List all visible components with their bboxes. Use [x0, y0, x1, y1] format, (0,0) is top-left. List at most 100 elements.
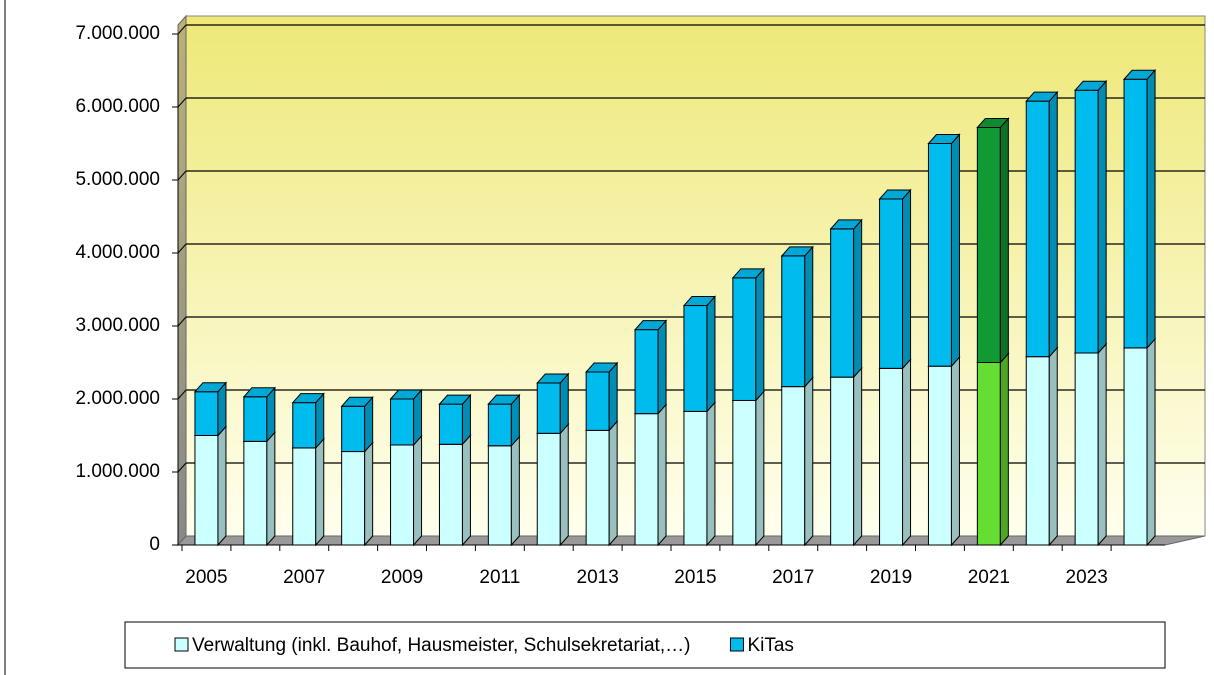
legend-label: Verwaltung (inkl. Bauhof, Hausmeister, S…: [192, 635, 690, 656]
bar-segment: [1074, 342, 1108, 547]
bar-front: [683, 305, 708, 412]
bar-side: [315, 437, 325, 547]
bar-segment: [536, 422, 570, 547]
bar-front: [1074, 89, 1099, 354]
bar-side: [999, 352, 1009, 547]
bar-segment: [291, 392, 325, 450]
bar-front: [390, 398, 415, 446]
bar-side: [657, 319, 667, 415]
bar-side: [853, 366, 863, 547]
bar-side: [902, 188, 912, 370]
bar-segment: [829, 218, 863, 379]
bar-front: [585, 371, 610, 431]
bar-side: [706, 295, 716, 413]
bar-side: [217, 425, 227, 547]
bar-side: [1146, 68, 1156, 350]
x-tick-label: 2005: [185, 567, 227, 588]
x-tick-label: 2011: [479, 567, 520, 588]
bar-front: [1025, 100, 1050, 358]
bar-top: [291, 393, 325, 404]
bar-front: [1074, 352, 1099, 546]
bar-segment: [487, 435, 521, 547]
y-tick-label: 3.000.000: [75, 315, 160, 336]
bar-side: [461, 433, 471, 547]
bar-front: [830, 228, 855, 378]
bar-segment: [1025, 90, 1059, 358]
bar-front: [781, 255, 806, 388]
bar-segment: [340, 395, 374, 453]
bar-segment: [585, 361, 619, 432]
bar-front: [1025, 356, 1050, 546]
bar-front: [879, 367, 904, 546]
bar-front: [976, 126, 1001, 363]
bar-side: [364, 441, 374, 547]
grid-line-side: [177, 316, 187, 327]
bar-side: [950, 355, 960, 547]
bar-segment: [242, 431, 276, 547]
bar-front: [243, 396, 268, 442]
bar-side: [559, 422, 569, 547]
bar-front: [487, 445, 512, 546]
grid-line-side: [177, 170, 187, 181]
bar-front: [683, 410, 708, 546]
bar-segment: [780, 376, 814, 547]
bar-segment: [878, 188, 912, 370]
bar-segment: [731, 267, 765, 402]
bar-front: [976, 362, 1001, 546]
y-tick-label: 7.000.000: [75, 23, 160, 44]
x-tick-label: 2017: [772, 567, 814, 588]
bar-side: [804, 245, 814, 388]
bar-front: [781, 386, 806, 546]
x-tick-label: 2009: [381, 567, 423, 588]
bar-side: [999, 117, 1009, 364]
bar-segment: [976, 352, 1010, 547]
bar-side: [853, 218, 863, 379]
bar-front: [1123, 78, 1148, 349]
grid-line-side: [177, 389, 187, 400]
bar-front: [830, 376, 855, 546]
bar-top: [389, 389, 423, 400]
bar-top: [438, 394, 472, 405]
bar-top: [731, 268, 765, 279]
bar-segment: [1025, 346, 1059, 547]
bar-front: [536, 382, 561, 434]
bar-top: [878, 189, 912, 200]
bar-side: [608, 420, 618, 547]
bar-segment: [536, 372, 570, 435]
bar-segment: [438, 393, 472, 446]
bar-front: [341, 405, 366, 453]
bar-segment: [585, 420, 619, 547]
bar-front: [341, 451, 366, 546]
bar-side: [755, 267, 765, 402]
bar-segment: [682, 401, 717, 547]
grid-line-side: [177, 24, 187, 35]
bar-top: [1025, 91, 1059, 102]
bar-top: [340, 396, 374, 407]
bar-side: [608, 361, 618, 432]
bar-segment: [976, 117, 1010, 364]
bar-front: [438, 403, 463, 445]
bar-segment: [193, 425, 228, 547]
bar-top: [1122, 69, 1157, 80]
bar-top: [780, 246, 814, 257]
bar-segment: [1074, 79, 1108, 355]
legend: [124, 621, 1166, 669]
bar-front: [194, 435, 219, 546]
bar-side: [804, 376, 814, 547]
bar-side: [755, 390, 765, 547]
bar-side: [510, 435, 520, 547]
bar-side: [657, 403, 667, 547]
bar-front: [927, 365, 952, 546]
bar-side: [1048, 90, 1058, 358]
y-tick-label: 6.000.000: [75, 96, 160, 117]
bar-top: [536, 373, 570, 384]
bar-segment: [927, 355, 961, 547]
y-tick-label: 5.000.000: [75, 169, 160, 190]
bar-top: [585, 362, 619, 373]
bar-side: [950, 133, 960, 368]
bar-top: [487, 394, 521, 405]
bar-front: [292, 447, 317, 546]
y-tick-label: 1.000.000: [75, 461, 160, 482]
bar-side: [1048, 346, 1058, 547]
y-tick-label: 4.000.000: [75, 242, 160, 263]
